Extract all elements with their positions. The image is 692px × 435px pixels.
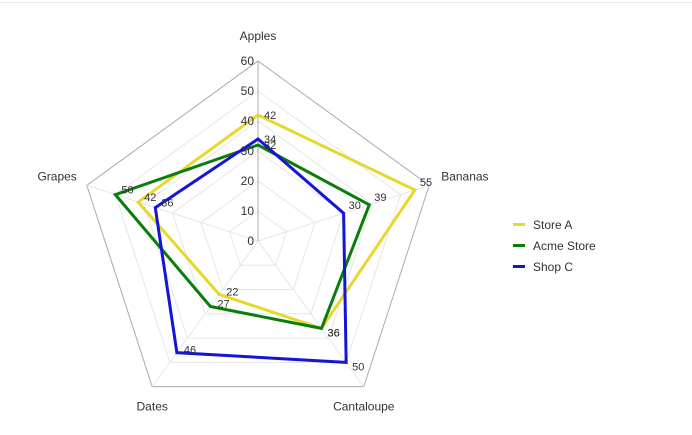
tick-label: 30 — [241, 144, 255, 158]
series-polygon — [153, 137, 348, 364]
grid-ring — [143, 120, 373, 339]
top-divider — [0, 2, 692, 3]
data-label: 27 — [217, 299, 229, 311]
category-label: Bananas — [441, 169, 488, 183]
legend-label: Shop C — [533, 259, 574, 274]
grid-ring — [171, 150, 345, 315]
series-polygon — [135, 113, 418, 331]
legend-item-shop-c[interactable]: Shop C — [513, 256, 596, 277]
grid-spoke — [86, 184, 259, 242]
data-label: 50 — [352, 361, 364, 373]
grid-ring — [114, 90, 402, 363]
data-label: 42 — [264, 110, 276, 122]
data-label: 22 — [226, 286, 238, 298]
label-layer: 0 10 20 30 40 50 60 Apples Bananas Cantaloupe Date… — [37, 29, 488, 414]
category-label: Cantaloupe — [333, 400, 395, 414]
legend-swatch — [513, 244, 525, 247]
grid-ring — [228, 210, 288, 266]
grid-spoke — [151, 240, 259, 387]
series-polygon — [112, 143, 372, 331]
data-label: 34 — [264, 134, 276, 146]
data-label: 36 — [327, 327, 339, 339]
legend-swatch — [513, 223, 525, 226]
tick-label: 40 — [241, 114, 255, 128]
legend-item-acme-store[interactable]: Acme Store — [513, 235, 596, 256]
tick-label: 20 — [241, 174, 255, 188]
data-label: 32 — [264, 140, 276, 152]
tick-label: 0 — [247, 234, 254, 248]
tick-label: 60 — [241, 54, 255, 68]
legend: Store A Acme Store Shop C — [513, 214, 596, 277]
series-layer — [112, 113, 418, 364]
tick-label: 10 — [241, 204, 255, 218]
tick-label: 50 — [241, 84, 255, 98]
category-label: Apples — [240, 29, 277, 43]
data-label: 46 — [184, 345, 196, 357]
grid-ring — [200, 180, 316, 291]
data-label: 36 — [327, 327, 339, 339]
category-label: Dates — [137, 400, 168, 414]
data-label: 39 — [374, 192, 386, 204]
data-label: 36 — [161, 198, 173, 210]
legend-item-store-a[interactable]: Store A — [513, 214, 596, 235]
category-label: Grapes — [37, 169, 76, 183]
data-label: 55 — [420, 177, 432, 189]
legend-label: Store A — [533, 217, 573, 232]
data-label: 30 — [349, 200, 361, 212]
legend-label: Acme Store — [533, 238, 596, 253]
grid-ring — [86, 60, 430, 388]
legend-swatch — [513, 265, 525, 268]
data-label: 50 — [121, 185, 133, 197]
data-label: 42 — [144, 192, 156, 204]
